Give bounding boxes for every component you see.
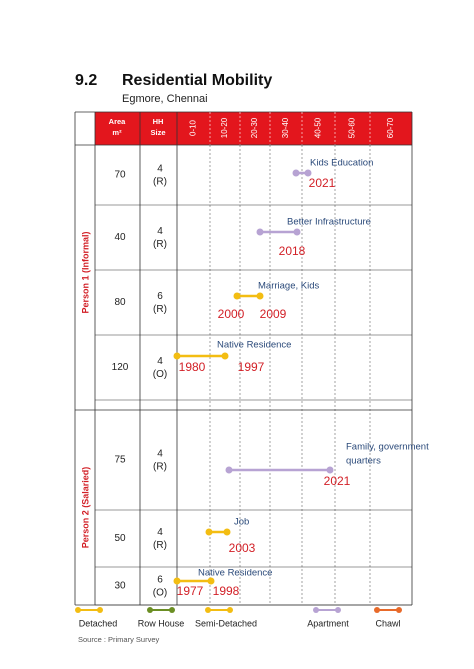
mobility-point [256,228,264,236]
hh-size: (R) [153,177,167,188]
year-label: 1977 [177,584,204,598]
event-label: Job [234,517,249,528]
header-label: HH [153,117,164,126]
event-label: Native Residence [217,340,291,351]
legend-label: Row House [138,618,185,628]
legend-label: Chawl [375,618,400,628]
event-label: Native Residence [198,568,272,579]
legend-point [396,607,402,613]
event-label: Better Infrastructure [287,217,371,228]
age-header: 0-10 [189,119,198,136]
legend-point [205,607,211,613]
year-label: 2018 [279,244,306,258]
legend-point [147,607,153,613]
hh-size: (R) [153,462,167,473]
hh-size: (R) [153,239,167,250]
mobility-point [326,466,334,474]
mobility-point [221,352,229,360]
hh-size: 4 [157,356,163,367]
hh-size: (O) [153,369,167,380]
age-header: 40-50 [314,117,323,138]
legend-point [227,607,233,613]
source: Source : Primary Survey [78,635,160,644]
hh-size: 4 [157,449,163,460]
legend-point [374,607,380,613]
hh-size: 6 [157,291,163,302]
area: 120 [112,362,129,373]
header-label: m² [112,128,122,137]
mobility-point [256,292,264,300]
legend-label: Semi-Detached [195,618,257,628]
mobility-point [293,228,301,236]
hh-size: 4 [157,164,163,175]
age-header: 50-60 [348,117,357,138]
legend-point [97,607,103,613]
mobility-point [173,352,181,360]
subtitle: Egmore, Chennai [122,93,208,105]
legend-point [75,607,81,613]
year-label: 2021 [309,176,336,190]
age-header: 30-40 [281,117,290,138]
year-label: 1998 [213,584,240,598]
header-label: Area [109,117,127,126]
event-label: Marriage, Kids [258,281,319,292]
legend-point [169,607,175,613]
event-label: Family, government [346,442,429,453]
hh-size: 4 [157,527,163,538]
group-label: Person 1 (Informal) [80,231,90,313]
mobility-point [292,169,300,177]
hh-size: 4 [157,226,163,237]
mobility-point [205,528,213,536]
year-label: 1997 [238,360,265,374]
legend-label: Detached [79,618,118,628]
mobility-point [223,528,231,536]
legend-label: Apartment [307,618,349,628]
mobility-point [225,466,233,474]
year-label: 2021 [324,474,351,488]
header-bar [95,112,412,145]
area: 30 [114,581,126,592]
area: 80 [114,297,126,308]
year-label: 2000 [218,307,245,321]
hh-size: (O) [153,588,167,599]
age-header: 60-70 [386,117,395,138]
mobility-point [207,577,215,585]
age-header: 10-20 [220,117,229,138]
section-number: 9.2 [75,72,97,89]
area: 50 [114,533,126,544]
group-label: Person 2 (Salaried) [80,467,90,549]
area: 70 [114,170,126,181]
mobility-point [233,292,241,300]
event-label: Kids Education [310,158,373,169]
year-label: 2009 [260,307,287,321]
area: 40 [114,232,126,243]
mobility-point [304,169,312,177]
header-label: Size [150,128,165,137]
year-label: 1980 [179,360,206,374]
area: 75 [114,455,126,466]
section-title: Residential Mobility [122,72,272,89]
age-header: 20-30 [250,117,259,138]
hh-size: 6 [157,575,163,586]
event-label: quarters [346,456,381,467]
legend-point [313,607,319,613]
mobility-point [173,577,181,585]
hh-size: (R) [153,304,167,315]
hh-size: (R) [153,540,167,551]
legend-point [335,607,341,613]
year-label: 2003 [229,541,256,555]
